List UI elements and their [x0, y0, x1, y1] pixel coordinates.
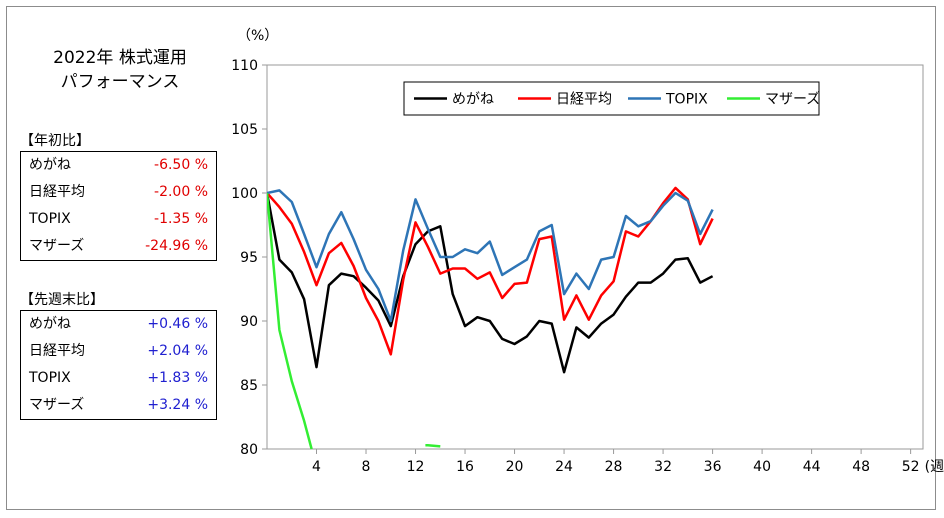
x-tick-label: 36 [704, 459, 722, 475]
y-tick-label: 90 [240, 314, 258, 330]
y-tick-label: 110 [231, 58, 258, 74]
legend-label: TOPIX [665, 92, 708, 108]
x-tick-label: 48 [852, 459, 870, 475]
x-tick-label: 20 [506, 459, 524, 475]
wow-value: +1.83 % [147, 370, 208, 386]
x-tick-label: 16 [456, 459, 474, 475]
x-tick-label: 32 [654, 459, 672, 475]
wow-row-mothers: マザーズ +3.24 % [21, 392, 216, 419]
wow-row-megane: めがね +0.46 % [21, 311, 216, 338]
chart-frame [6, 6, 936, 510]
wow-name: TOPIX [29, 370, 71, 386]
ytd-row-nikkei: 日経平均 -2.00 % [21, 179, 216, 206]
wow-row-topix: TOPIX +1.83 % [21, 365, 216, 392]
x-axis-label: (週) [925, 459, 944, 475]
wow-name: めがね [29, 316, 71, 332]
ytd-row-mothers: マザーズ -24.96 % [21, 233, 216, 260]
ytd-name: TOPIX [29, 211, 71, 227]
ytd-value: -6.50 % [154, 157, 208, 173]
series-line-1 [267, 186, 714, 356]
series-line-2 [267, 189, 714, 323]
series-line-3 [425, 443, 441, 448]
ytd-value: -2.00 % [154, 184, 208, 200]
ytd-name: めがね [29, 157, 71, 173]
ytd-label: 【年初比】 [20, 133, 90, 149]
y-tick-label: 100 [231, 186, 258, 202]
series-line-0 [267, 192, 714, 374]
wow-value: +3.24 % [147, 397, 208, 413]
x-tick-label: 24 [555, 459, 573, 475]
legend-label: めがね [452, 92, 494, 108]
series-line-3 [267, 192, 313, 450]
wow-name: 日経平均 [29, 343, 85, 359]
x-tick-label: 8 [362, 459, 371, 475]
wow-table: めがね +0.46 % 日経平均 +2.04 % TOPIX +1.83 % マ… [20, 310, 217, 420]
y-tick-label: 105 [231, 122, 258, 138]
x-tick-label: 4 [312, 459, 321, 475]
legend-label: マザーズ [765, 92, 820, 108]
wow-value: +0.46 % [147, 316, 208, 332]
y-tick-label: 95 [240, 250, 258, 266]
x-tick-label: 52 [902, 459, 920, 475]
y-tick-label: 85 [240, 378, 258, 394]
x-tick-label: 44 [803, 459, 821, 475]
ytd-row-topix: TOPIX -1.35 % [21, 206, 216, 233]
chart-title: 2022年 株式運用 パフォーマンス [30, 46, 210, 94]
wow-name: マザーズ [29, 397, 85, 413]
ytd-value: -1.35 % [154, 211, 208, 227]
title-line-2: パフォーマンス [60, 72, 180, 92]
wow-value: +2.04 % [147, 343, 208, 359]
wow-row-nikkei: 日経平均 +2.04 % [21, 338, 216, 365]
plot-area [266, 64, 924, 450]
title-line-1: 2022年 株式運用 [53, 48, 187, 68]
ytd-name: マザーズ [29, 238, 85, 254]
ytd-value: -24.96 % [145, 238, 208, 254]
y-tick-label: 80 [240, 442, 258, 458]
x-tick-label: 28 [605, 459, 623, 475]
x-tick-label: 12 [407, 459, 425, 475]
ytd-table: めがね -6.50 % 日経平均 -2.00 % TOPIX -1.35 % マ… [20, 151, 217, 261]
ytd-row-megane: めがね -6.50 % [21, 152, 216, 179]
x-tick-label: 40 [753, 459, 771, 475]
ytd-name: 日経平均 [29, 184, 85, 200]
wow-label: 【先週末比】 [20, 292, 104, 308]
y-axis-label: （%） [237, 28, 278, 44]
legend-label: 日経平均 [556, 92, 612, 108]
